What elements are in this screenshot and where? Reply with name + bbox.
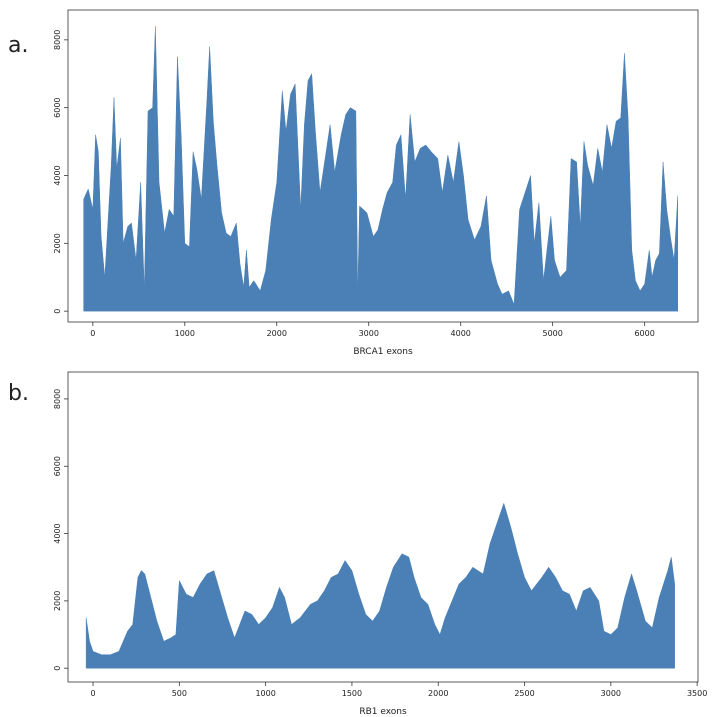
x-tick-label: 3000 (601, 689, 621, 698)
plot-frame (67, 371, 699, 683)
x-tick-label: 4000 (451, 329, 471, 338)
y-tick-label: 8000 (53, 389, 62, 409)
y-tick-label: 2000 (53, 591, 62, 611)
x-tick-label: 3500 (687, 689, 707, 698)
x-axis-label: RB1 exons (359, 707, 407, 717)
x-tick-label: 0 (90, 689, 95, 698)
x-tick-label: 1000 (255, 689, 275, 698)
y-tick-label: 4000 (53, 165, 62, 185)
x-tick-label: 1500 (342, 689, 362, 698)
y-tick-label: 4000 (53, 523, 62, 543)
coverage-area (83, 26, 679, 312)
x-tick-label: 6000 (634, 329, 654, 338)
y-tick-label: 0 (53, 309, 62, 314)
y-tick-label: 8000 (53, 30, 62, 50)
plot-frame (67, 9, 699, 323)
x-tick-label: 1000 (175, 329, 195, 338)
panel-label: a. (8, 33, 28, 58)
coverage-area (85, 502, 675, 669)
y-tick-label: 6000 (53, 456, 62, 476)
x-tick-label: 2000 (267, 329, 287, 338)
y-tick-label: 0 (53, 666, 62, 671)
x-axis-label: BRCA1 exons (353, 347, 413, 357)
panel-label: b. (8, 381, 29, 406)
x-tick-label: 2000 (428, 689, 448, 698)
x-tick-label: 5000 (543, 329, 563, 338)
x-tick-label: 500 (172, 689, 187, 698)
x-tick-label: 3000 (359, 329, 379, 338)
y-tick-label: 2000 (53, 233, 62, 253)
x-tick-label: 2500 (514, 689, 534, 698)
x-tick-label: 0 (90, 329, 95, 338)
y-tick-label: 6000 (53, 97, 62, 117)
